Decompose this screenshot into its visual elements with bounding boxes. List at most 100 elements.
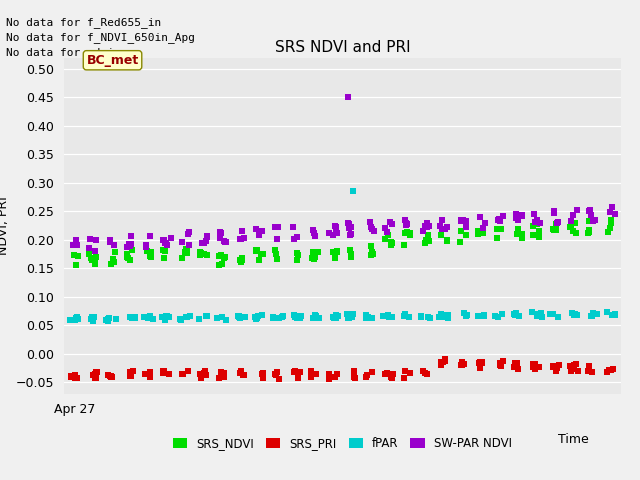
Point (90, 374, 100, 382)
Point (473, 312, 483, 319)
Point (424, 237, 435, 245)
Point (110, 248, 120, 256)
Point (237, 256, 247, 264)
Point (587, 368, 597, 375)
Point (182, 313, 192, 321)
Point (330, 225, 340, 233)
Point (457, 361, 467, 369)
Point (182, 367, 193, 375)
Point (511, 359, 522, 367)
Point (516, 234, 527, 242)
Point (88, 313, 99, 321)
Point (124, 254, 134, 262)
Point (214, 234, 225, 242)
Point (199, 371, 209, 379)
Point (513, 226, 524, 233)
Point (199, 239, 209, 246)
Point (604, 366, 614, 373)
Point (609, 311, 620, 318)
Point (368, 251, 378, 258)
Point (87, 256, 97, 264)
Point (177, 254, 188, 262)
Point (551, 227, 561, 234)
Point (274, 375, 284, 383)
Point (143, 314, 153, 322)
Point (292, 249, 302, 257)
Point (184, 241, 194, 249)
Point (610, 312, 620, 319)
Point (158, 369, 168, 377)
Point (328, 231, 338, 239)
Point (180, 245, 191, 253)
Point (310, 232, 320, 240)
Point (177, 238, 188, 246)
Point (342, 311, 352, 318)
Text: No data for ndvi: No data for ndvi (6, 48, 115, 58)
Point (584, 217, 594, 225)
Point (422, 221, 433, 229)
Point (534, 227, 544, 235)
Point (416, 312, 426, 320)
Point (400, 310, 410, 318)
Point (183, 230, 193, 238)
Point (479, 311, 489, 319)
Point (165, 234, 175, 242)
Point (513, 216, 523, 224)
Point (293, 374, 303, 382)
Point (126, 369, 136, 376)
Point (548, 310, 558, 317)
Point (443, 311, 453, 319)
Point (164, 313, 174, 321)
Point (101, 316, 111, 324)
Point (160, 316, 170, 324)
Point (180, 313, 191, 321)
Point (252, 314, 262, 322)
Point (349, 373, 359, 381)
Point (216, 229, 227, 237)
Point (479, 312, 490, 320)
Point (307, 367, 317, 375)
Point (159, 236, 170, 244)
Point (399, 312, 410, 320)
Point (602, 368, 612, 375)
Point (387, 313, 397, 321)
Point (195, 251, 205, 258)
Point (235, 369, 245, 377)
Point (436, 231, 447, 239)
Point (258, 374, 268, 382)
Point (177, 370, 187, 378)
Point (201, 312, 211, 320)
Point (257, 370, 268, 378)
Point (140, 370, 150, 378)
Point (548, 225, 558, 232)
Point (175, 315, 186, 323)
Point (65, 372, 76, 380)
Point (200, 237, 211, 245)
Point (365, 218, 375, 226)
Point (184, 228, 195, 236)
Point (364, 314, 374, 322)
Point (477, 229, 488, 237)
Point (125, 368, 135, 376)
Point (493, 313, 503, 321)
Point (498, 358, 508, 365)
Point (146, 253, 156, 261)
Point (178, 370, 188, 378)
Point (380, 224, 390, 232)
Point (126, 372, 136, 380)
Point (420, 369, 430, 376)
Point (443, 314, 453, 322)
Point (234, 314, 244, 322)
Point (272, 255, 282, 263)
Point (345, 231, 355, 239)
Point (105, 237, 115, 244)
Point (220, 239, 230, 246)
Point (572, 206, 582, 214)
Point (104, 314, 115, 322)
Point (386, 239, 396, 246)
Point (106, 372, 116, 380)
Point (405, 229, 415, 237)
Point (387, 370, 397, 378)
Point (269, 370, 280, 378)
Point (461, 231, 472, 239)
